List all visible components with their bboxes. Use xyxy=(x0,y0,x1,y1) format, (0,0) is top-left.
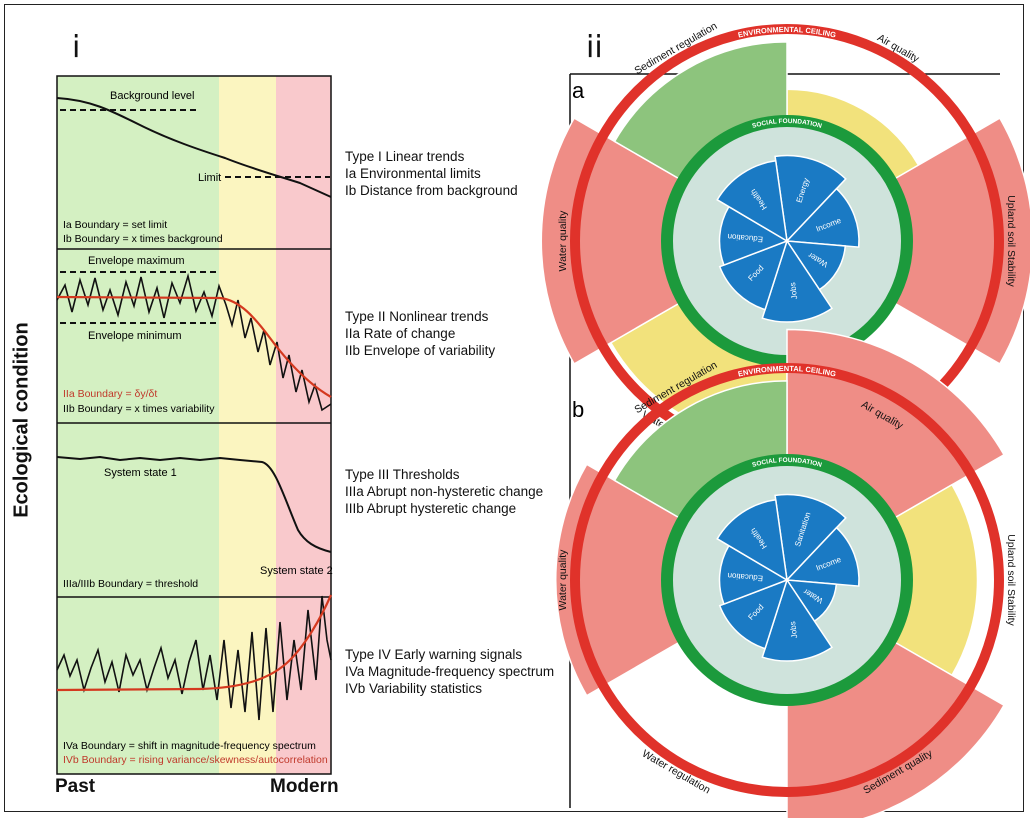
x-label-modern: Modern xyxy=(270,776,339,797)
environmental-ceiling-ring xyxy=(570,363,1004,797)
boundary-iia: IIa Boundary = δy/δt xyxy=(63,388,157,400)
type-1-description: Type I Linear trends Ia Environmental lim… xyxy=(345,149,518,198)
linear-trend-curve xyxy=(56,97,332,198)
type-2-description: Type II Nonlinear trends IIa Rate of chan… xyxy=(345,309,496,358)
boundary-iii: IIIa/IIIb Boundary = threshold xyxy=(63,578,198,590)
type-4-description: Type IV Early warning signals IVa Magnitu… xyxy=(345,647,555,696)
trend-fit-curve xyxy=(56,295,332,398)
type-3-description: Type III Thresholds IIIa Abrupt non-hyste… xyxy=(345,467,544,516)
warning-signal-curve xyxy=(56,595,332,721)
wedge-label-jobs: Jobs xyxy=(788,282,799,300)
x-label-past: Past xyxy=(55,776,96,797)
outer-label-upland-soil-stability: Upland soil Stability xyxy=(1005,534,1017,626)
variability-curve xyxy=(56,272,332,412)
state1-label: System state 1 xyxy=(104,467,177,479)
state2-label: System state 2 xyxy=(260,565,333,577)
threshold-curve xyxy=(56,455,332,553)
panel-type-1: Background level Limit Ia Boundary = set… xyxy=(56,90,332,245)
boundary-ia: Ia Boundary = set limit xyxy=(63,219,167,231)
boundary-ivb: IVb Boundary = rising variance/skewness/… xyxy=(63,754,328,766)
donut-b-letter: b xyxy=(572,397,584,422)
outer-label-upland-soil-stability: Upland soil Stability xyxy=(1005,195,1017,287)
panel-i-label: i xyxy=(72,30,81,65)
outer-label-water-quality: Water quality xyxy=(557,210,569,272)
past-band xyxy=(57,76,219,774)
variance-curve xyxy=(56,594,333,692)
panel-type-2: Envelope maximum Envelope minimum IIa Bo… xyxy=(56,255,332,415)
panel-type-4: IVa Boundary = shift in magnitude-freque… xyxy=(56,594,333,766)
donut-b: ENVIRONMENTAL CEILINGSanitationIncomeWat… xyxy=(554,328,1017,818)
boundary-iib: IIb Boundary = x times variability xyxy=(63,403,215,415)
figure-border xyxy=(4,4,1024,812)
outer-label-water-quality: Water quality xyxy=(557,549,569,611)
wedge-label-jobs: Jobs xyxy=(788,621,799,639)
wedge-label-education: Education xyxy=(727,232,763,244)
donut-a-letter: a xyxy=(572,78,585,103)
wedge-health xyxy=(716,498,788,582)
envelope-max-label: Envelope maximum xyxy=(88,255,185,267)
boundary-iva: IVa Boundary = shift in magnitude-freque… xyxy=(63,740,316,752)
panel-ii-label: ii xyxy=(586,30,603,65)
limit-label: Limit xyxy=(198,172,221,184)
panel-type-3: System state 1 System state 2 IIIa/IIIb … xyxy=(56,455,333,590)
wedge-health xyxy=(716,159,788,243)
boundary-ib: Ib Boundary = x times background xyxy=(63,233,223,245)
social-foundation-ring xyxy=(661,454,913,706)
transition-band xyxy=(219,76,276,774)
background-level-label: Background level xyxy=(110,90,194,102)
panel-borders xyxy=(56,75,332,775)
wedge-label-education: Education xyxy=(727,571,763,583)
envelope-min-label: Envelope minimum xyxy=(88,330,182,342)
